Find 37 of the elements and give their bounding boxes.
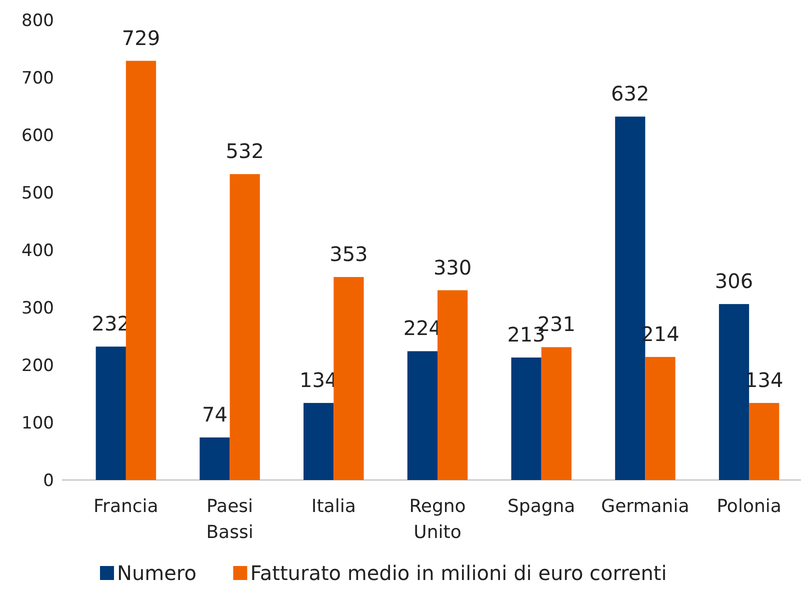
- y-tick-label: 400: [22, 241, 54, 261]
- bar: [200, 437, 230, 480]
- bar: [438, 290, 468, 480]
- data-label: 729: [122, 26, 160, 50]
- x-tick-label: Regno Unito: [409, 496, 466, 543]
- legend-label: Fatturato medio in milioni di euro correnti: [250, 561, 667, 585]
- x-tick-label: Spagna: [507, 496, 576, 517]
- y-tick-label: 300: [22, 298, 54, 318]
- y-tick-label: 200: [22, 356, 54, 376]
- bar: [749, 402, 780, 480]
- data-label: 532: [226, 139, 264, 164]
- y-tick-label: 700: [22, 68, 54, 88]
- x-tick-label: Italia: [311, 496, 356, 517]
- x-tick-label: Francia: [94, 496, 158, 517]
- bar: [230, 174, 260, 480]
- bar: [541, 347, 572, 480]
- bar: [96, 346, 126, 480]
- y-tick-label: 600: [22, 126, 54, 146]
- x-tick-label: Germania: [601, 496, 690, 517]
- bar: [645, 356, 676, 480]
- data-label: 330: [433, 255, 472, 280]
- x-tick-label: Paesi Bassi: [206, 496, 254, 543]
- y-tick-label: 100: [22, 414, 54, 434]
- data-label: 306: [714, 269, 754, 294]
- bar: [511, 358, 542, 480]
- bar: [126, 60, 156, 480]
- legend-label: Numero: [117, 561, 196, 585]
- y-tick-label: 500: [22, 184, 54, 204]
- y-tick-label: 800: [22, 11, 54, 31]
- bar: [407, 351, 438, 480]
- data-label: 353: [330, 242, 368, 266]
- bar: [304, 402, 334, 480]
- bar: [334, 277, 364, 480]
- data-label: 74: [202, 402, 228, 426]
- x-tick-label: Polonia: [716, 496, 782, 517]
- data-label: 632: [611, 82, 650, 106]
- y-tick-label: 0: [43, 471, 54, 491]
